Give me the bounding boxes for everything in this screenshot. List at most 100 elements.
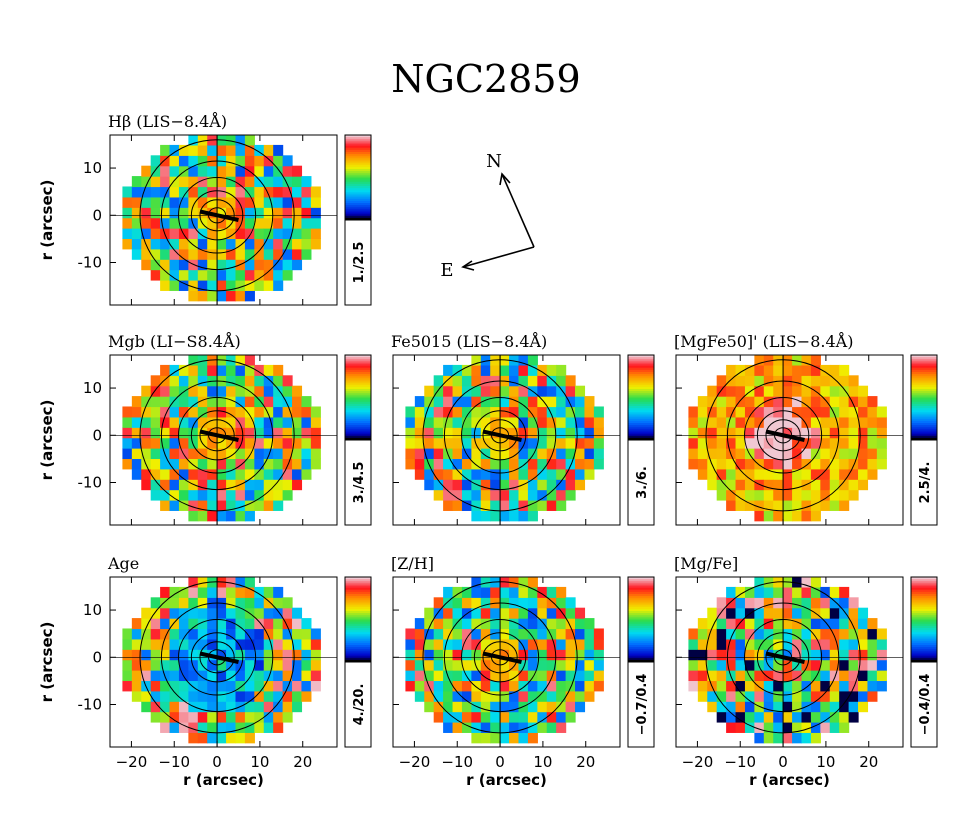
colorbar-swatch (345, 357, 371, 360)
bin (244, 186, 255, 198)
bin (848, 690, 859, 702)
bin (273, 721, 284, 733)
bin (792, 479, 803, 491)
bin (414, 448, 425, 460)
bin (480, 416, 491, 428)
bin (509, 364, 520, 376)
bin (216, 659, 227, 671)
bin (160, 468, 171, 480)
bin (801, 649, 812, 661)
bin (301, 680, 312, 692)
bin (726, 385, 737, 397)
bin (763, 638, 774, 650)
bin (697, 458, 708, 470)
colorbar-swatch (911, 613, 937, 616)
bin (141, 248, 152, 260)
bin (518, 468, 529, 480)
bin (160, 499, 171, 511)
bin (848, 607, 859, 619)
bin (735, 437, 746, 449)
bin (254, 279, 265, 291)
bin (160, 186, 171, 198)
bin (282, 680, 293, 692)
bin (490, 396, 501, 408)
bin (584, 406, 595, 418)
colorbar-swatch (345, 653, 371, 657)
bin (688, 437, 699, 449)
central-bar (199, 209, 239, 222)
colorbar-swatch (628, 397, 654, 401)
bin (141, 165, 152, 177)
bin (735, 701, 746, 713)
bin (216, 437, 227, 449)
bin (226, 711, 237, 723)
bin (773, 458, 784, 470)
bin (461, 499, 472, 511)
bin (254, 586, 265, 598)
bin (820, 670, 831, 682)
bin (254, 396, 265, 408)
bin (848, 618, 859, 630)
colorbar-swatch (911, 401, 937, 405)
bin (452, 721, 463, 733)
colorbar-swatch (345, 606, 371, 610)
bin (744, 670, 755, 682)
bin (226, 259, 237, 271)
bin (518, 649, 529, 661)
bin (160, 217, 171, 229)
bin (207, 176, 218, 188)
bin (820, 499, 831, 511)
bin (122, 680, 133, 692)
colorbar-swatch (628, 416, 654, 420)
bin (490, 458, 501, 470)
bin (273, 479, 284, 491)
x-tick-label: 20 (293, 753, 312, 771)
bin (763, 396, 774, 408)
bin (141, 701, 152, 713)
bin (282, 228, 293, 240)
colorbar-swatch (628, 357, 654, 360)
colorbar-swatch (628, 365, 654, 369)
colorbar-swatch (911, 577, 937, 580)
bin (839, 468, 850, 480)
bin (584, 427, 595, 439)
bin (405, 659, 416, 671)
bin (461, 711, 472, 723)
bin (697, 649, 708, 661)
bin (697, 468, 708, 480)
colorbar-swatch (911, 587, 937, 591)
bin (244, 721, 255, 733)
bin (160, 259, 171, 271)
bin (141, 690, 152, 702)
bin (480, 586, 491, 598)
bin (744, 721, 755, 733)
bin (584, 448, 595, 460)
bin (716, 680, 727, 692)
bin (443, 628, 454, 640)
colorbar-fe5015: 3./6. (627, 354, 655, 526)
colorbar-swatch (911, 585, 937, 589)
bin (197, 607, 208, 619)
panel-label-mgb: Mgb (LI−S8.4Å) (108, 331, 241, 351)
bin (169, 489, 180, 501)
bin (273, 670, 284, 682)
bin (810, 628, 821, 640)
bin (178, 228, 189, 240)
colorbar-swatch (911, 420, 937, 424)
bin (518, 670, 529, 682)
bin (226, 489, 237, 501)
bin (443, 680, 454, 692)
bin (490, 607, 501, 619)
bin (480, 375, 491, 387)
map-zh (393, 577, 620, 747)
bin (858, 479, 869, 491)
bin (527, 701, 538, 713)
bin (829, 364, 840, 376)
y-axis-label: r (arcsec) (38, 622, 56, 703)
bin (537, 628, 548, 640)
bin (424, 690, 435, 702)
bin (141, 238, 152, 250)
bin (744, 586, 755, 598)
bin (235, 144, 246, 156)
bin (546, 489, 557, 501)
